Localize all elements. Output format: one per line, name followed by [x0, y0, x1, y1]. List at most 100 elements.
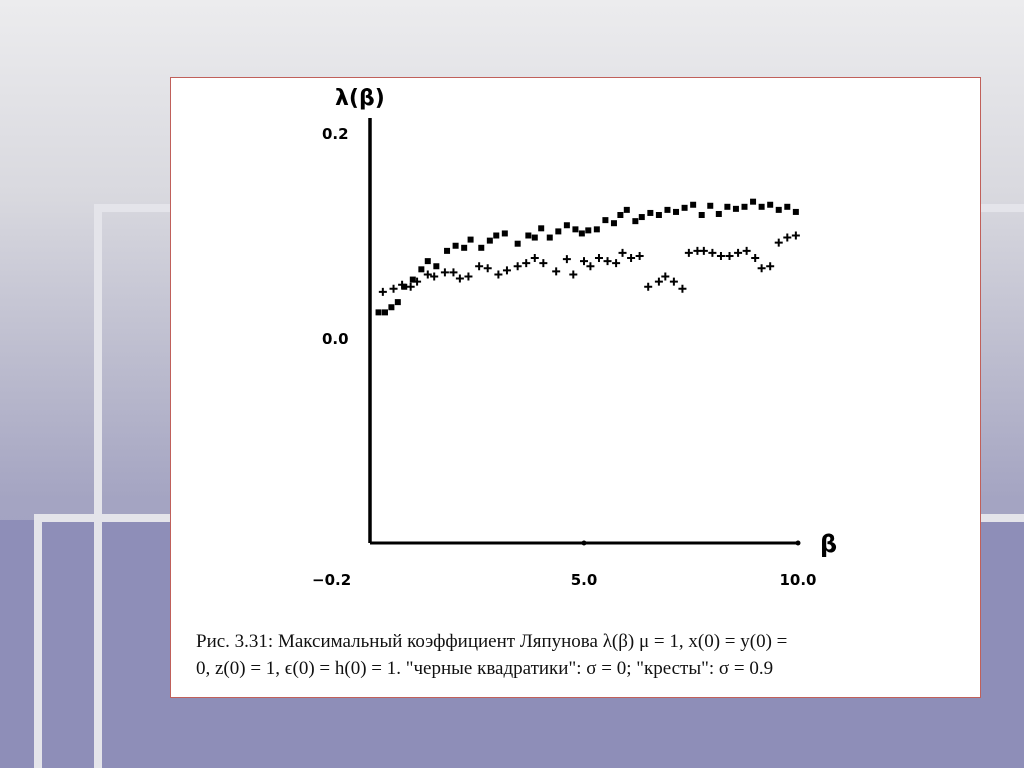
data-point-cross [398, 280, 407, 289]
data-point-cross [734, 248, 743, 257]
data-point-square [784, 203, 791, 210]
data-point-square [546, 234, 553, 241]
data-point-cross [654, 277, 663, 286]
data-point-square [388, 304, 395, 311]
data-point-cross [430, 272, 439, 281]
data-point-square [461, 244, 468, 251]
data-point-square [531, 234, 538, 241]
data-point-square [375, 309, 382, 316]
data-point-cross [661, 272, 670, 281]
data-point-square [525, 232, 532, 239]
y-tick-label: 0.0 [322, 330, 349, 348]
data-point-cross [455, 274, 464, 283]
data-point-cross [389, 284, 398, 293]
data-point-cross [580, 257, 588, 266]
data-point-cross [569, 270, 578, 279]
data-point-cross [699, 246, 708, 255]
data-point-square [690, 201, 697, 208]
data-point-cross [483, 264, 492, 273]
data-point-cross [440, 268, 449, 277]
x-tick-mark [581, 540, 587, 546]
data-point-cross [464, 272, 473, 281]
data-point-cross [774, 238, 783, 247]
data-point-square [647, 209, 654, 216]
data-point-square [767, 201, 774, 208]
data-point-cross [378, 287, 387, 296]
data-point-cross [522, 259, 531, 268]
data-point-square [673, 208, 680, 215]
figure-card: λ(β) β 0.2 0.0 −0.2 5.0 10.0 Рис. 3.31: Максим… [170, 77, 981, 698]
data-point-square [578, 230, 585, 237]
data-point-cross [406, 282, 415, 291]
data-point-square [602, 217, 609, 224]
data-point-square [732, 205, 739, 212]
y-axis-label: λ(β) [335, 86, 385, 111]
data-point-cross [627, 254, 636, 263]
x-axis-label: β [820, 530, 837, 558]
data-point-cross [766, 262, 775, 271]
data-point-square [486, 237, 493, 244]
data-point-square [593, 226, 600, 233]
data-point-square [401, 283, 408, 290]
data-point-cross [586, 262, 595, 271]
data-point-cross [618, 248, 627, 257]
data-point-square [664, 206, 671, 213]
data-point-cross [513, 262, 522, 271]
data-point-square [452, 242, 459, 249]
data-point-cross [757, 264, 766, 273]
data-point-cross [603, 257, 612, 266]
data-point-square [655, 212, 662, 218]
data-point-cross [791, 231, 800, 240]
data-point-square [610, 220, 617, 227]
data-point-cross [475, 262, 484, 271]
data-point-square [394, 299, 401, 306]
data-point-square [750, 198, 757, 205]
data-point-cross [552, 267, 561, 276]
data-point-cross [494, 270, 503, 279]
data-point-cross [708, 248, 717, 257]
data-point-cross [502, 266, 511, 275]
data-point-cross [449, 268, 458, 277]
x-tick-label: 5.0 [571, 571, 598, 589]
data-point-cross [644, 282, 653, 291]
data-point-cross [530, 254, 539, 263]
data-point-square [409, 276, 416, 283]
data-point-square [418, 266, 425, 273]
y-tick-label: 0.2 [322, 125, 349, 143]
data-point-cross [413, 277, 422, 286]
data-point-square [424, 258, 431, 265]
data-point-cross [725, 252, 734, 260]
data-point-square [792, 208, 799, 215]
figure-caption: Рис. 3.31: Максимальный коэффициент Ляпу… [196, 628, 976, 682]
data-point-cross [594, 254, 603, 263]
data-point-square [638, 214, 645, 221]
x-tick-label: 10.0 [779, 571, 816, 589]
data-point-square [555, 228, 562, 235]
data-point-cross [539, 259, 548, 268]
data-point-square [681, 204, 688, 211]
data-point-square [741, 203, 748, 210]
y-tick-label: −0.2 [312, 571, 351, 589]
data-point-square [478, 244, 485, 251]
data-point-square [707, 202, 714, 209]
data-point-square [493, 232, 500, 239]
data-point-square [501, 230, 508, 237]
data-point-cross [669, 277, 678, 286]
data-point-cross [562, 255, 571, 264]
data-point-square [572, 226, 579, 233]
data-point-square [444, 247, 451, 254]
data-point-square [514, 240, 521, 247]
data-point-cross [678, 284, 687, 293]
data-point-square [775, 206, 782, 213]
data-point-square [433, 263, 440, 270]
data-point-square [538, 225, 545, 232]
data-point-square [617, 212, 624, 218]
data-point-cross [612, 259, 621, 268]
data-point-square [563, 222, 570, 229]
data-point-cross [783, 233, 792, 242]
data-point-square [623, 206, 630, 213]
lyapunov-scatter-chart: λ(β) β 0.2 0.0 −0.2 5.0 10.0 [312, 86, 837, 589]
data-point-cross [635, 252, 644, 260]
data-point-square [758, 203, 765, 210]
data-point-square [467, 236, 474, 243]
